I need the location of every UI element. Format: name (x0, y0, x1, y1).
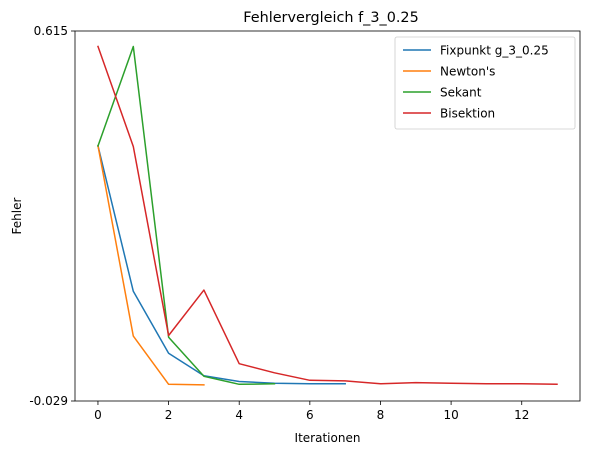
legend: Fixpunkt g_3_0.25 Newton's Sekant Bisektion (394, 36, 576, 130)
x-tick-label: 8 (377, 408, 385, 422)
legend-label: Newton's (440, 65, 495, 79)
y-axis-ticks: 0.615 -0.029 (29, 24, 75, 408)
chart-title: Fehlervergleich f_3_0.25 (243, 10, 419, 26)
series-line-1 (97, 144, 346, 385)
series-layer (97, 45, 558, 386)
x-tick-label: 10 (443, 408, 458, 422)
x-tick-label: 2 (165, 408, 173, 422)
legend-label: Bisektion (440, 107, 495, 121)
series-line-2 (97, 145, 205, 386)
y-tick-label: -0.029 (29, 394, 68, 408)
x-axis-ticks: 0 2 4 6 8 10 12 (94, 401, 529, 422)
y-axis-title: Fehler (10, 197, 24, 234)
legend-box (394, 36, 576, 130)
series-line-4 (97, 45, 558, 386)
x-axis-title: Iterationen (295, 431, 361, 445)
y-tick-label: 0.615 (34, 24, 68, 38)
x-tick-label: 4 (235, 408, 243, 422)
x-tick-label: 12 (514, 408, 529, 422)
x-tick-label: 0 (94, 408, 102, 422)
x-tick-label: 6 (306, 408, 314, 422)
series-line-3 (97, 45, 276, 386)
legend-label: Fixpunkt g_3_0.25 (440, 44, 549, 58)
axes-frame (74, 30, 581, 402)
legend-label: Sekant (440, 86, 482, 100)
